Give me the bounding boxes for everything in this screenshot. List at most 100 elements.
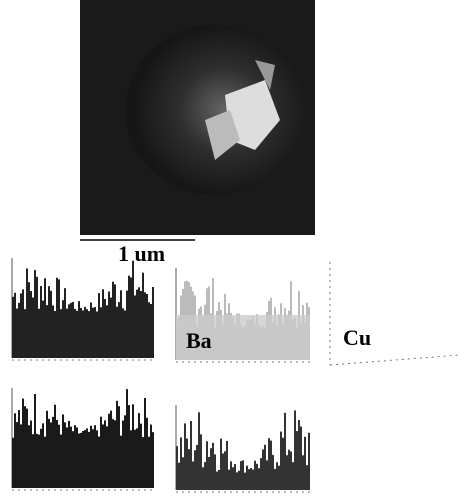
- texture: [242, 460, 244, 490]
- texture: [150, 424, 152, 488]
- texture: [188, 449, 190, 490]
- texture: [180, 437, 182, 490]
- texture: [198, 412, 200, 490]
- texture: [228, 469, 230, 490]
- texture: [74, 308, 76, 358]
- texture: [54, 310, 56, 358]
- texture: [196, 444, 198, 490]
- texture: [298, 420, 300, 490]
- element-label: Ba: [186, 328, 212, 353]
- texture: [98, 436, 100, 488]
- texture: [142, 437, 144, 488]
- texture: [152, 432, 154, 488]
- texture: [142, 272, 144, 358]
- texture: [36, 276, 38, 358]
- texture: [292, 462, 294, 490]
- texture: [110, 297, 112, 358]
- texture: [216, 471, 218, 490]
- texture: [56, 419, 58, 488]
- texture: [278, 465, 280, 490]
- texture: [56, 277, 58, 358]
- texture: [224, 451, 226, 490]
- sem-glow: [125, 25, 305, 195]
- texture: [264, 444, 266, 490]
- texture: [44, 436, 46, 488]
- texture: [258, 468, 260, 490]
- texture: [100, 416, 102, 488]
- texture: [108, 413, 110, 488]
- texture: [148, 302, 150, 358]
- texture: [230, 461, 232, 490]
- texture: [60, 309, 62, 358]
- texture: [250, 468, 252, 490]
- texture: [98, 293, 100, 358]
- texture: [120, 290, 122, 358]
- texture: [40, 286, 42, 358]
- highlight: [176, 315, 310, 360]
- texture: [70, 426, 72, 488]
- texture: [116, 400, 118, 488]
- texture: [266, 460, 268, 490]
- texture: [66, 427, 68, 488]
- texture: [54, 404, 56, 488]
- texture: [294, 410, 296, 490]
- texture: [90, 302, 92, 358]
- texture: [110, 410, 112, 488]
- texture: [96, 430, 98, 488]
- texture: [116, 306, 118, 358]
- texture: [32, 434, 34, 488]
- texture: [270, 440, 272, 490]
- texture: [202, 467, 204, 490]
- texture: [248, 469, 250, 490]
- texture: [150, 304, 152, 358]
- texture: [118, 406, 120, 488]
- texture: [182, 457, 184, 490]
- texture: [240, 461, 242, 490]
- texture: [122, 308, 124, 358]
- texture: [284, 412, 286, 490]
- texture: [26, 268, 28, 358]
- texture: [274, 468, 276, 490]
- texture: [126, 389, 128, 488]
- texture: [22, 398, 24, 488]
- texture: [14, 292, 16, 358]
- texture: [244, 472, 246, 490]
- texture: [86, 428, 88, 488]
- texture: [134, 295, 136, 358]
- texture: [92, 429, 94, 488]
- texture: [190, 420, 192, 490]
- texture: [76, 310, 78, 358]
- texture: [184, 423, 186, 490]
- texture: [100, 307, 102, 358]
- texture: [42, 423, 44, 488]
- texture: [86, 309, 88, 358]
- texture: [16, 308, 18, 358]
- texture: [26, 408, 28, 488]
- texture: [20, 293, 22, 358]
- texture: [114, 284, 116, 358]
- texture: [22, 289, 24, 358]
- texture: [144, 397, 146, 488]
- texture: [108, 291, 110, 358]
- crystal: [255, 60, 275, 90]
- texture: [106, 426, 108, 488]
- texture: [124, 310, 126, 358]
- texture: [16, 422, 18, 488]
- texture: [48, 286, 50, 358]
- texture: [290, 451, 292, 490]
- texture: [136, 289, 138, 358]
- texture: [102, 289, 104, 358]
- texture: [122, 420, 124, 488]
- texture: [32, 297, 34, 358]
- texture: [50, 290, 52, 358]
- texture: [130, 430, 132, 488]
- texture: [34, 270, 36, 358]
- texture: [24, 406, 26, 488]
- texture: [138, 413, 140, 488]
- texture: [46, 410, 48, 488]
- texture: [124, 415, 126, 488]
- texture: [256, 463, 258, 490]
- texture: [306, 465, 308, 490]
